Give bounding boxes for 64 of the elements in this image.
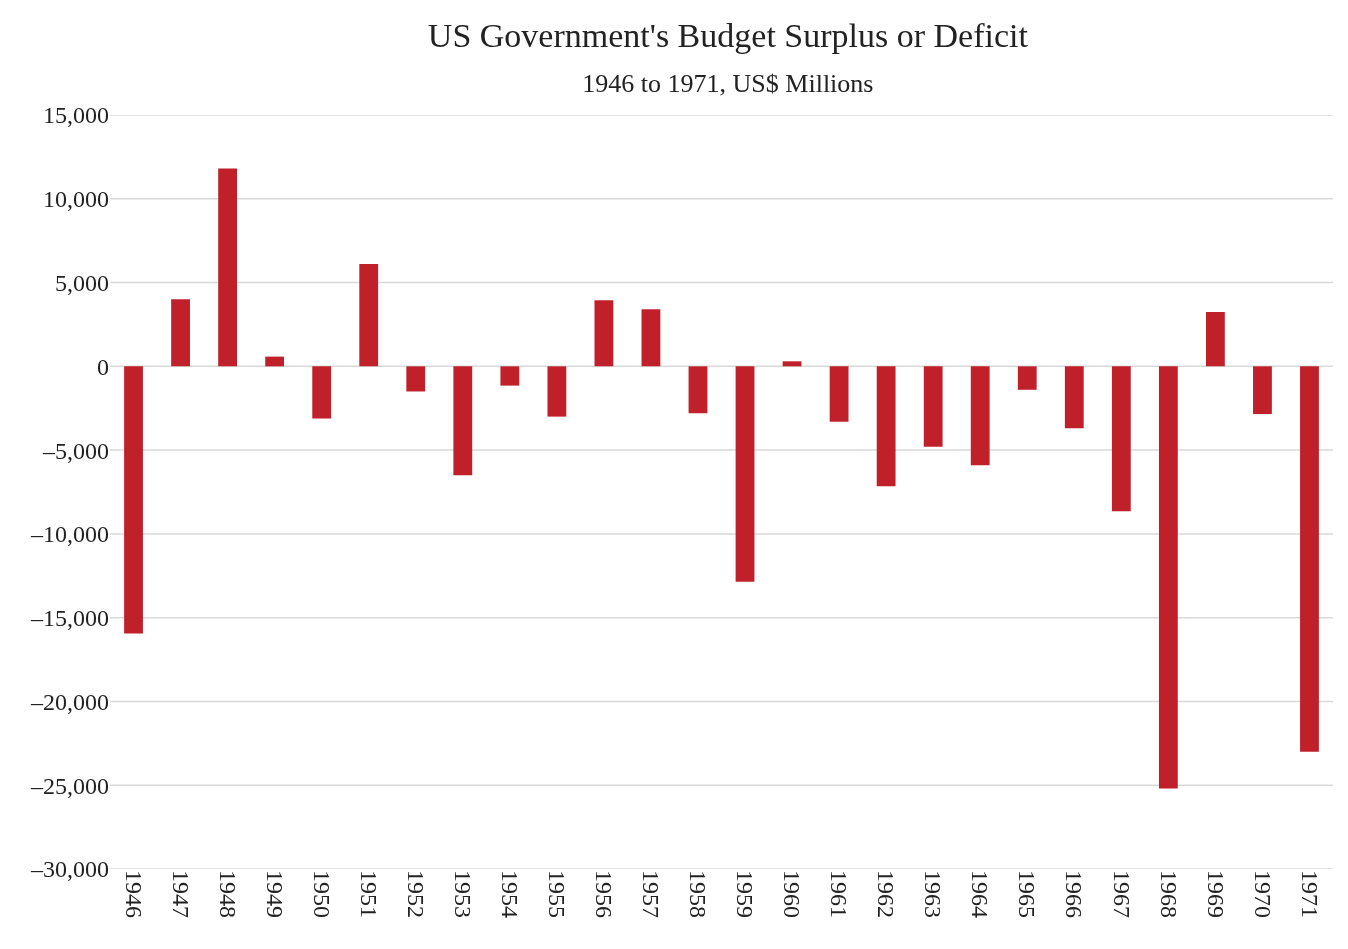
x-tick-label: 1960 — [779, 870, 806, 918]
bar — [1111, 366, 1131, 512]
bar — [171, 299, 190, 367]
bar — [218, 168, 237, 367]
x-tick-label: 1961 — [826, 870, 853, 918]
x-tick-label: 1948 — [214, 870, 241, 918]
x-tick-label: 1953 — [449, 870, 476, 918]
y-tick-label: –20,000 — [30, 688, 109, 715]
chart-title: US Government's Budget Surplus or Deficit — [427, 17, 1029, 55]
x-tick-label: 1968 — [1155, 870, 1182, 918]
bar — [500, 366, 520, 386]
x-tick-label: 1951 — [355, 870, 382, 918]
x-tick-label: 1969 — [1202, 870, 1229, 918]
x-tick-label: 1955 — [544, 870, 571, 918]
bar — [923, 366, 943, 447]
x-tick-label: 1965 — [1014, 870, 1041, 918]
bar — [1206, 311, 1225, 367]
bar — [265, 356, 285, 367]
x-tick-label: 1954 — [497, 870, 524, 918]
x-tick-label: 1970 — [1249, 870, 1276, 918]
x-tick-label: 1971 — [1296, 870, 1323, 918]
bar — [1017, 366, 1037, 390]
bar — [782, 361, 802, 367]
bar — [1253, 366, 1272, 415]
bar — [1158, 366, 1178, 789]
x-tick-label: 1963 — [920, 870, 947, 918]
bar — [1300, 366, 1319, 752]
chart-subtitle: 1946 to 1971, US$ Millions — [582, 68, 874, 98]
y-tick-label: 15,000 — [43, 102, 109, 129]
bar — [688, 366, 708, 414]
y-tick-label: 10,000 — [43, 186, 109, 213]
bar — [829, 366, 849, 422]
x-tick-label: 1957 — [638, 870, 665, 918]
y-tick-label: –15,000 — [30, 605, 109, 632]
y-tick-label: –30,000 — [30, 856, 109, 883]
x-tick-label: 1967 — [1108, 870, 1135, 918]
x-tick-label: 1946 — [120, 870, 147, 918]
y-tick-label: 5,000 — [55, 269, 109, 296]
x-tick-label: 1959 — [732, 870, 759, 918]
bar — [359, 264, 379, 367]
x-tick-label: 1952 — [402, 870, 429, 918]
y-tick-label: –25,000 — [30, 772, 109, 799]
x-tick-label: 1964 — [967, 870, 994, 918]
bar — [406, 366, 426, 392]
x-tick-label: 1962 — [873, 870, 900, 918]
x-tick-label: 1958 — [685, 870, 712, 918]
bar — [876, 366, 896, 487]
x-tick-label: 1949 — [261, 870, 288, 918]
y-tick-label: –5,000 — [42, 437, 109, 464]
x-tick-label: 1947 — [167, 870, 194, 918]
x-tick-label: 1956 — [591, 870, 618, 918]
x-tick-label: 1950 — [308, 870, 335, 918]
y-tick-label: 0 — [97, 353, 109, 380]
x-tick-label: 1966 — [1061, 870, 1088, 918]
bar — [312, 366, 332, 419]
bar — [547, 366, 567, 417]
bar — [453, 366, 473, 476]
bar — [594, 300, 614, 367]
bar — [970, 366, 990, 466]
y-tick-label: –10,000 — [30, 521, 109, 548]
bar — [1064, 366, 1084, 429]
bar — [735, 366, 755, 582]
bar — [641, 309, 661, 367]
bar — [124, 366, 143, 634]
